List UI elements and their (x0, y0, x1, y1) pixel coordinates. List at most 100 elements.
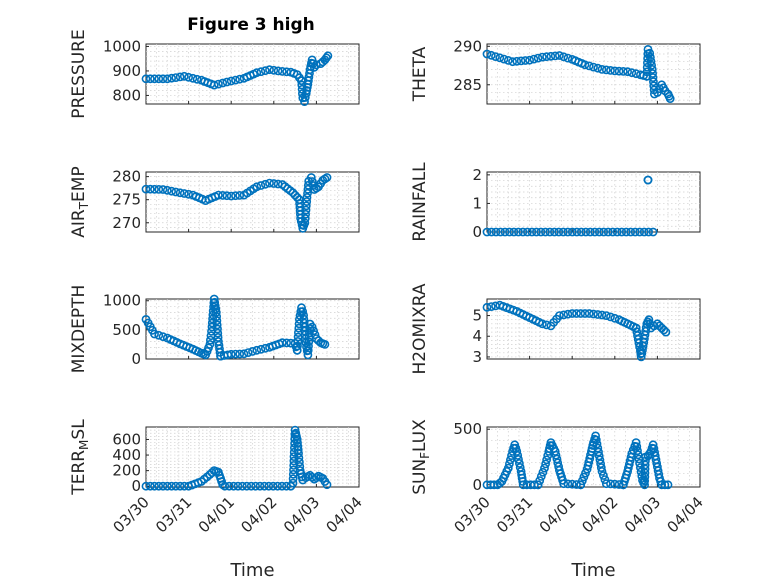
subplot-pressure: 800 900 1000 PRESSURE (69, 29, 360, 119)
x-tick-label: 03/31 (152, 493, 195, 536)
data-point (617, 227, 627, 237)
data-point (631, 438, 641, 447)
data-point (212, 320, 222, 330)
data-point (300, 218, 310, 228)
data-point (184, 189, 193, 199)
data-point (645, 48, 655, 58)
y-axis-label: THETA (410, 46, 430, 102)
data-point (529, 54, 539, 64)
data-point (593, 63, 603, 73)
data-point (660, 480, 670, 490)
data-point (596, 463, 606, 472)
x-tick-label: 04/01 (536, 493, 579, 536)
data-point (192, 74, 202, 84)
data-point (301, 201, 311, 211)
data-point (273, 481, 282, 491)
data-point (590, 227, 600, 237)
subplot-rainfall: 0 1 2 RAINFALL (410, 162, 701, 242)
data-point (141, 481, 151, 491)
data-point (184, 72, 193, 82)
data-point (205, 335, 215, 345)
data-point (300, 214, 310, 223)
data-point (563, 309, 573, 319)
data-point (207, 322, 217, 332)
data-point (297, 303, 306, 313)
data-point (302, 192, 312, 202)
data-point (648, 73, 658, 82)
data-point (600, 475, 610, 484)
data-point (218, 78, 228, 88)
data-point (594, 451, 604, 461)
data-point (626, 227, 636, 237)
data-point (175, 188, 185, 198)
axes-frame (486, 171, 701, 233)
data-point (612, 227, 622, 237)
data-point (175, 72, 185, 82)
data-point (265, 65, 274, 75)
data-point (482, 49, 492, 59)
data-point (150, 74, 159, 84)
data-point (610, 479, 620, 489)
data-point (563, 227, 573, 237)
data-point (648, 227, 658, 237)
data-point (580, 309, 590, 318)
subplot-theta: 285 290 THETA (410, 37, 701, 105)
data-point (288, 478, 298, 488)
y-tick-label: 1000 (103, 292, 141, 310)
data-point (496, 227, 505, 237)
data-point (491, 52, 500, 61)
data-point (648, 69, 657, 78)
data-point (224, 481, 234, 491)
data-point (141, 74, 151, 84)
data-point (277, 67, 287, 76)
data-point (179, 71, 189, 81)
data-point (158, 481, 168, 491)
data-point (659, 325, 669, 335)
data-point (533, 53, 543, 63)
data-point (530, 480, 539, 490)
data-point (188, 73, 198, 83)
data-point (550, 227, 559, 237)
data-point (541, 227, 550, 237)
data-point (213, 324, 222, 334)
data-point (591, 431, 600, 441)
y-tick-label: 0 (131, 477, 141, 495)
data-point (640, 480, 649, 490)
data-point (499, 54, 509, 64)
data-point (550, 51, 560, 61)
x-tick-label: 04/04 (664, 493, 707, 536)
data-point (505, 455, 515, 465)
data-point (542, 52, 551, 62)
y-axis-label: PRESSURE (69, 29, 89, 118)
data-point (563, 53, 573, 63)
y-axis-label: TERRMSL (69, 419, 91, 496)
data-point (212, 316, 222, 326)
data-point (606, 479, 615, 489)
x-axis-label: Time (229, 560, 274, 581)
x-tick-label: 04/03 (280, 493, 323, 536)
data-point (322, 173, 332, 182)
data-point (538, 319, 547, 329)
subplot-mixdepth: 0 500 1000 MIXDEPTH (69, 285, 360, 374)
data-point (482, 227, 492, 237)
data-point (158, 185, 168, 194)
data-point (542, 455, 551, 465)
data-point (282, 338, 291, 348)
y-axis-label: MIXDEPTH (69, 285, 89, 374)
data-point (294, 453, 304, 463)
data-point (486, 302, 496, 311)
data-point (593, 443, 603, 453)
data-point (532, 227, 541, 237)
data-point (618, 67, 628, 76)
x-tick-label: 04/03 (621, 493, 664, 536)
data-point (309, 62, 319, 72)
data-point (643, 175, 653, 185)
data-point (514, 454, 523, 464)
data-point (167, 186, 176, 196)
data-point (320, 339, 330, 349)
data-point (603, 227, 613, 237)
data-point (642, 67, 652, 77)
data-series (141, 294, 330, 361)
